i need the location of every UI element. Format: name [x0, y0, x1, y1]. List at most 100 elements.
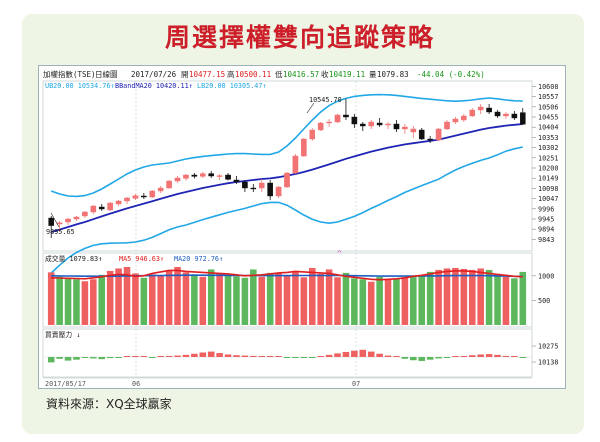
indicator-bar — [182, 354, 190, 357]
candle-body — [292, 155, 299, 174]
indicator-bar — [140, 356, 148, 357]
indicator-bar — [207, 351, 215, 357]
instrument-name: 加權指數(TSE) — [43, 69, 96, 79]
candle-body — [317, 122, 324, 131]
candle-body — [368, 121, 375, 127]
header-date: 2017/07/26 — [131, 70, 177, 79]
volume-bars — [47, 266, 527, 325]
candle-body — [157, 187, 164, 192]
volume-bar — [73, 279, 80, 325]
volume-bar — [292, 270, 299, 325]
indicator-bar — [233, 355, 240, 357]
volume-axis: 1000 500 — [532, 272, 554, 305]
indicator-bar — [435, 357, 442, 359]
indicator-bar — [401, 357, 409, 359]
candle-body — [82, 211, 88, 217]
price-tick-label: 10404 — [538, 124, 558, 132]
candle-body — [225, 174, 231, 180]
volume-bar — [275, 272, 282, 325]
indicator-bar — [98, 357, 106, 360]
candlesticks — [48, 98, 526, 238]
indicator-bar — [300, 357, 308, 358]
candle-body — [48, 217, 55, 226]
indicator-bar — [494, 354, 501, 357]
indicator-bar — [393, 356, 400, 357]
candle-body — [132, 195, 139, 199]
indicator-bar — [224, 354, 232, 357]
volume-bar — [494, 274, 501, 325]
volume-bar — [401, 277, 409, 325]
volume-bar — [426, 271, 434, 325]
price-tick-label: 9843 — [538, 236, 554, 244]
legend-volume: 成交量 1079.83↑ — [45, 254, 102, 263]
candle-body — [115, 200, 122, 205]
candle-body — [393, 123, 400, 130]
candle-body — [199, 173, 206, 177]
indicator-bar — [216, 353, 223, 357]
candle-body — [208, 173, 215, 177]
indicator-bar — [241, 355, 249, 357]
page-title: 周選擇權雙向追蹤策略 — [164, 23, 435, 52]
candle-body — [242, 181, 248, 189]
volume-bar — [367, 281, 375, 325]
volume-bar — [317, 273, 324, 325]
price-tick-label: 9945 — [538, 216, 554, 224]
legend-vol-ma20: MA20 972.76↑ — [174, 255, 223, 263]
price-pane — [42, 80, 533, 252]
legend-vol-ma5: MA5 946.63↑ — [119, 255, 164, 263]
candle-body — [486, 107, 492, 113]
indicator-bar — [250, 355, 257, 357]
volume-bar — [410, 276, 417, 325]
period-label: 日線圖 — [95, 69, 118, 79]
close-value: 10419.11 — [329, 70, 365, 79]
indicator-bar — [73, 357, 80, 360]
indicator-bar — [47, 357, 55, 363]
candle-body — [326, 121, 332, 124]
volume-bar — [511, 278, 518, 325]
indicator-bar — [418, 357, 426, 361]
volume-bar — [47, 272, 55, 325]
indicator-bar — [426, 357, 434, 360]
legend-upper-band: UB20.00 10534.76↑ — [45, 82, 115, 90]
candle-body — [183, 174, 189, 179]
chart-header: 加權指數(TSE) 日線圖 2017/07/26 開 10477.15 高 10… — [43, 69, 485, 79]
candle-body — [511, 113, 518, 119]
indicator-bar — [317, 356, 324, 357]
price-axis: 10608 10557 10506 10455 10404 10353 10302 10251… — [532, 83, 558, 244]
candle-body — [124, 197, 130, 202]
volume-value: 1079.83 — [377, 70, 409, 79]
indicator-axis: 10275 10138 — [532, 343, 558, 367]
volume-bar — [90, 279, 97, 325]
candle-body — [65, 218, 71, 223]
candle-body — [107, 202, 113, 211]
indicator-bar — [502, 355, 510, 357]
indicator-bar — [148, 357, 156, 358]
candle-body — [73, 216, 80, 220]
price-tick-label: 9894 — [538, 226, 554, 234]
volume-legend: 成交量 1079.83↑ MA5 946.63↑ MA20 972.76↑ — [45, 254, 223, 263]
volume-bar — [351, 278, 358, 325]
volume-bar — [393, 278, 400, 325]
volume-bar — [250, 269, 257, 325]
volume-bar — [334, 277, 341, 325]
change-value: -44.04 (-0.42%) — [417, 70, 485, 79]
candle-body — [90, 205, 97, 213]
volume-bar — [266, 272, 274, 325]
indicator-bar — [258, 356, 266, 357]
open-label: 開 — [181, 70, 189, 79]
volume-bar — [191, 274, 198, 325]
candle-body — [284, 172, 290, 188]
date-label: 07 — [352, 380, 360, 388]
legend-indicator: 買賣壓力 ↓ — [45, 330, 80, 339]
open-value: 10477.15 — [189, 70, 225, 79]
low-label: 低 — [275, 69, 283, 79]
indicator-bar — [511, 356, 518, 357]
volume-bar — [81, 281, 89, 325]
indicator-bar — [325, 354, 333, 357]
volume-bar — [418, 275, 426, 325]
stock-chart: 加權指數(TSE) 日線圖 2017/07/26 開 10477.15 高 10… — [42, 69, 558, 388]
indicator-bar — [384, 355, 392, 357]
candle-body — [334, 114, 341, 123]
candle-body — [309, 129, 316, 140]
volume-bar — [56, 276, 63, 325]
